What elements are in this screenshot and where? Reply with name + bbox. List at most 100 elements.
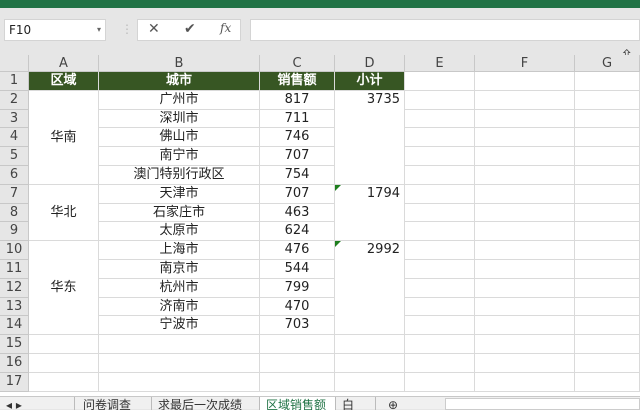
cell[interactable] — [475, 335, 575, 354]
sales-cell[interactable]: 463 — [260, 203, 335, 223]
chevron-down-icon[interactable]: ▾ — [96, 25, 101, 34]
sales-cell[interactable]: 799 — [260, 278, 335, 298]
cell[interactable] — [475, 90, 575, 110]
region-cell[interactable]: 华南 — [29, 90, 99, 185]
cell[interactable] — [335, 335, 405, 354]
cell[interactable] — [475, 72, 575, 91]
cell[interactable] — [575, 166, 640, 185]
sales-cell[interactable]: 544 — [260, 260, 335, 279]
city-cell[interactable]: 天津市 — [99, 184, 260, 204]
cell[interactable] — [405, 128, 475, 148]
sheet-tab[interactable]: 白 — [336, 397, 376, 410]
cell[interactable] — [405, 203, 475, 223]
sheet-tab[interactable]: 求最后一次成绩 — [152, 397, 260, 410]
cell[interactable] — [575, 335, 640, 354]
cell[interactable] — [475, 166, 575, 185]
cell[interactable] — [475, 203, 575, 223]
error-indicator-icon[interactable] — [335, 184, 341, 191]
city-cell[interactable]: 南宁市 — [99, 147, 260, 166]
row-header-14[interactable]: 14 — [0, 316, 29, 336]
cell[interactable] — [475, 278, 575, 298]
cell[interactable] — [405, 222, 475, 242]
cell[interactable] — [405, 147, 475, 166]
cell[interactable] — [475, 241, 575, 260]
sales-cell[interactable]: 470 — [260, 297, 335, 317]
city-cell[interactable]: 宁波市 — [99, 316, 260, 336]
city-cell[interactable]: 济南市 — [99, 297, 260, 317]
row-header-16[interactable]: 16 — [0, 354, 29, 373]
city-cell[interactable]: 南京市 — [99, 260, 260, 279]
sales-cell[interactable]: 703 — [260, 316, 335, 336]
column-header-g[interactable]: G — [575, 55, 640, 72]
row-header-5[interactable]: 5 — [0, 147, 29, 166]
row-header-6[interactable]: 6 — [0, 166, 29, 185]
sales-cell[interactable]: 624 — [260, 222, 335, 242]
city-cell[interactable]: 深圳市 — [99, 109, 260, 129]
cell[interactable] — [405, 90, 475, 110]
header-cell[interactable]: 销售额 — [260, 72, 335, 91]
cell[interactable] — [405, 335, 475, 354]
formula-input[interactable] — [250, 19, 640, 41]
insert-function-icon[interactable]: fx — [220, 21, 232, 35]
cell[interactable] — [575, 354, 640, 373]
cell[interactable] — [575, 278, 640, 298]
error-indicator-icon[interactable] — [335, 241, 341, 248]
cell[interactable] — [475, 109, 575, 129]
cell[interactable] — [29, 335, 99, 354]
cell[interactable] — [405, 184, 475, 204]
sales-cell[interactable]: 707 — [260, 184, 335, 204]
cell[interactable] — [475, 260, 575, 279]
city-cell[interactable]: 杭州市 — [99, 278, 260, 298]
row-header-3[interactable]: 3 — [0, 109, 29, 129]
cell[interactable] — [99, 335, 260, 354]
cell[interactable] — [475, 147, 575, 166]
sales-cell[interactable]: 754 — [260, 166, 335, 185]
cell[interactable] — [575, 297, 640, 317]
cell[interactable] — [405, 72, 475, 91]
cell[interactable] — [405, 354, 475, 373]
cell[interactable] — [575, 90, 640, 110]
column-header-d[interactable]: D — [335, 55, 405, 72]
header-cell[interactable]: 区域 — [29, 72, 99, 91]
column-header-e[interactable]: E — [405, 55, 475, 72]
row-header-8[interactable]: 8 — [0, 203, 29, 223]
enter-icon[interactable]: ✔ — [184, 21, 196, 37]
cell[interactable] — [29, 372, 99, 392]
sales-cell[interactable]: 746 — [260, 128, 335, 148]
cancel-icon[interactable]: ✕ — [148, 21, 160, 37]
cell[interactable] — [575, 260, 640, 279]
column-header-f[interactable]: F — [475, 55, 575, 72]
column-header-a[interactable]: A — [29, 55, 99, 72]
subtotal-cell[interactable]: 3735 — [335, 90, 405, 185]
region-cell[interactable]: 华东 — [29, 241, 99, 336]
row-header-9[interactable]: 9 — [0, 222, 29, 242]
subtotal-cell[interactable]: 2992 — [335, 241, 405, 336]
row-header-2[interactable]: 2 — [0, 90, 29, 110]
row-header-15[interactable]: 15 — [0, 335, 29, 354]
sales-cell[interactable]: 476 — [260, 241, 335, 260]
cell[interactable] — [475, 354, 575, 373]
city-cell[interactable]: 佛山市 — [99, 128, 260, 148]
column-header-b[interactable]: B — [99, 55, 260, 72]
column-header-c[interactable]: C — [260, 55, 335, 72]
cell[interactable] — [405, 278, 475, 298]
cell[interactable] — [575, 72, 640, 91]
row-header-13[interactable]: 13 — [0, 297, 29, 317]
row-header-11[interactable]: 11 — [0, 260, 29, 279]
cell[interactable] — [575, 203, 640, 223]
sales-cell[interactable]: 817 — [260, 90, 335, 110]
cell[interactable] — [405, 372, 475, 392]
cell[interactable] — [475, 222, 575, 242]
cell[interactable] — [260, 354, 335, 373]
cell[interactable] — [405, 109, 475, 129]
cell[interactable] — [475, 184, 575, 204]
cell[interactable] — [575, 184, 640, 204]
row-header-7[interactable]: 7 — [0, 184, 29, 204]
cell[interactable] — [405, 166, 475, 185]
row-header-4[interactable]: 4 — [0, 128, 29, 148]
region-cell[interactable]: 华北 — [29, 184, 99, 242]
cell[interactable] — [405, 316, 475, 336]
cell[interactable] — [575, 372, 640, 392]
cell[interactable] — [575, 222, 640, 242]
cell[interactable] — [575, 316, 640, 336]
